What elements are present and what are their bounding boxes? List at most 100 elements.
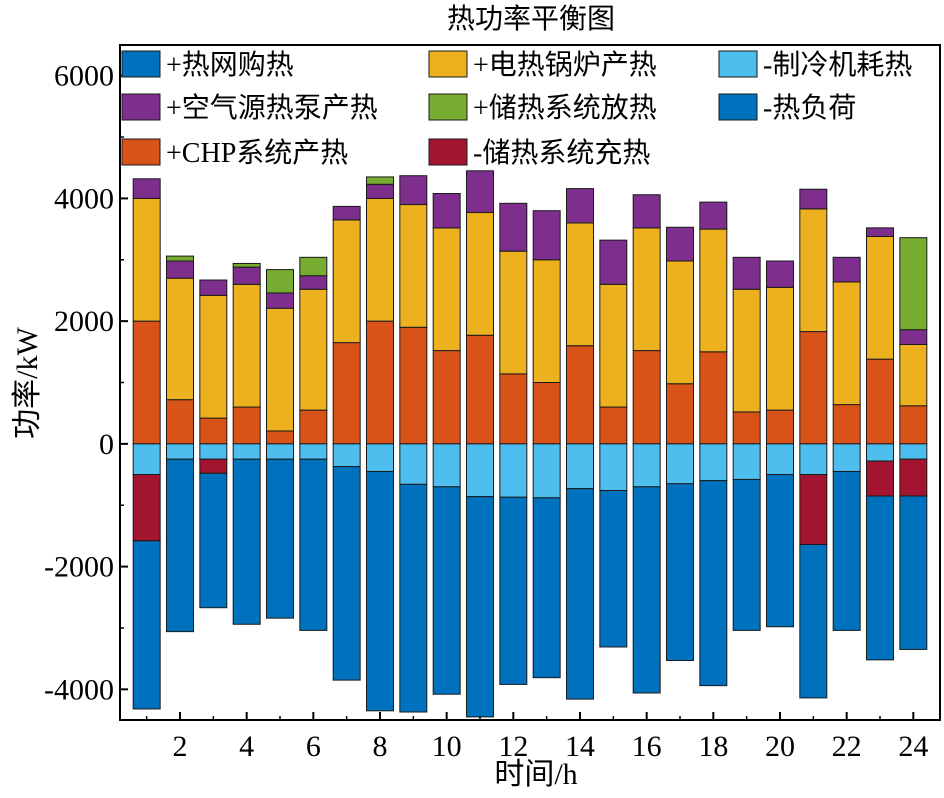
bar-segment-t4-s2 xyxy=(232,283,261,408)
bar-segment-t1-s6 xyxy=(132,474,161,542)
bar-segment-t17-s7 xyxy=(666,483,694,661)
bar-segment-t14-s1 xyxy=(566,345,594,445)
bar-segment-t5-s1 xyxy=(266,430,294,445)
bar-segment-t6-s7 xyxy=(299,458,328,631)
legend-swatch xyxy=(428,50,468,78)
x-tick-label: 16 xyxy=(632,730,662,763)
chart-title: 热功率平衡图 xyxy=(447,3,615,35)
bar-segment-t18-s5 xyxy=(699,443,728,482)
bar-segment-t6-s2 xyxy=(299,288,328,411)
x-tick-label: 6 xyxy=(306,730,321,763)
bar-segment-t22-s7 xyxy=(832,470,861,631)
legend-label: +CHP系统产热 xyxy=(166,137,348,169)
legend-swatch xyxy=(121,93,161,121)
legend-swatch xyxy=(428,138,468,166)
bar-segment-t14-s7 xyxy=(566,488,594,700)
x-tick-label: 22 xyxy=(832,730,862,763)
legend-label: +电热锅炉产热 xyxy=(473,49,657,81)
bar-segment-t4-s5 xyxy=(232,443,261,460)
x-tick-label: 4 xyxy=(239,730,254,763)
bar-segment-t20-s5 xyxy=(766,443,794,476)
bar-segment-t6-s1 xyxy=(299,409,328,445)
bar-segment-t16-s1 xyxy=(632,350,661,445)
bar-segment-t12-s2 xyxy=(499,250,528,375)
bar-segment-t5-s5 xyxy=(266,443,294,460)
bar-segment-t14-s5 xyxy=(566,443,594,490)
bar-segment-t17-s2 xyxy=(666,260,694,385)
legend-swatch xyxy=(428,93,468,121)
bar-segment-t5-s3 xyxy=(266,292,294,309)
bar-segment-t11-s7 xyxy=(466,496,494,718)
bar-segment-t10-s5 xyxy=(432,443,461,488)
bar-segment-t9-s3 xyxy=(399,175,428,206)
bar-segment-t19-s1 xyxy=(732,411,761,445)
bar-segment-t17-s5 xyxy=(666,443,694,485)
bar-segment-t13-s2 xyxy=(532,259,561,383)
bar-segment-t1-s1 xyxy=(132,320,161,445)
bar-segment-t22-s3 xyxy=(832,256,861,283)
bar-segment-t4-s4 xyxy=(232,262,261,268)
bar-segment-t14-s3 xyxy=(566,188,594,224)
legend-label: -储热系统充热 xyxy=(473,137,650,169)
bar-segment-t13-s5 xyxy=(532,443,561,499)
legend-swatch xyxy=(121,50,161,78)
bar-segment-t23-s1 xyxy=(866,358,894,445)
bar-segment-t7-s2 xyxy=(332,219,361,344)
bar-segment-t2-s2 xyxy=(166,277,194,401)
bar-segment-t24-s4 xyxy=(899,237,928,331)
bar-segment-t5-s4 xyxy=(266,269,294,294)
bar-segment-t21-s1 xyxy=(799,331,828,445)
bar-segment-t2-s7 xyxy=(166,458,194,633)
bar-segment-t16-s3 xyxy=(632,194,661,229)
bar-segment-t24-s6 xyxy=(899,458,928,497)
bar-segment-t3-s3 xyxy=(199,279,228,296)
bar-segment-t18-s3 xyxy=(699,201,728,230)
bar-segment-t14-s2 xyxy=(566,222,594,347)
bar-segment-t4-s3 xyxy=(232,266,261,285)
bar-segment-t10-s2 xyxy=(432,227,461,352)
bar-segment-t7-s1 xyxy=(332,342,361,445)
bar-segment-t9-s7 xyxy=(399,483,428,713)
bar-segment-t2-s5 xyxy=(166,443,194,460)
bar-segment-t20-s1 xyxy=(766,409,794,445)
bar-segment-t24-s3 xyxy=(899,329,928,345)
bar-segment-t22-s1 xyxy=(832,404,861,445)
bar-segment-t22-s5 xyxy=(832,443,861,472)
bar-segment-t23-s7 xyxy=(866,495,894,661)
bar-segment-t18-s1 xyxy=(699,351,728,445)
legend-label: -热负荷 xyxy=(763,92,856,124)
bar-segment-t8-s1 xyxy=(366,320,394,445)
x-axis-title: 时间/h xyxy=(494,758,577,791)
bar-segment-t18-s7 xyxy=(699,480,728,687)
bar-segment-t20-s3 xyxy=(766,260,794,288)
bar-segment-t10-s1 xyxy=(432,350,461,445)
y-tick-label: 4000 xyxy=(54,182,114,215)
bar-segment-t3-s6 xyxy=(199,458,228,474)
bar-segment-t3-s7 xyxy=(199,472,228,609)
bar-segment-t15-s5 xyxy=(599,443,628,491)
y-tick-label: -4000 xyxy=(44,673,114,706)
x-tick-label: 24 xyxy=(898,730,928,763)
x-tick-label: 12 xyxy=(498,730,528,763)
bar-segment-t19-s5 xyxy=(732,443,761,480)
x-tick-label: 14 xyxy=(565,730,595,763)
y-tick-label: -2000 xyxy=(44,551,114,584)
bar-segment-t21-s3 xyxy=(799,188,828,210)
y-axis-title: 功率/kW xyxy=(11,326,44,438)
bars-layer xyxy=(132,170,928,718)
bar-segment-t8-s4 xyxy=(366,176,394,185)
bar-segment-t12-s7 xyxy=(499,496,528,685)
bar-segment-t13-s1 xyxy=(532,382,561,445)
bar-segment-t13-s3 xyxy=(532,210,561,261)
bar-segment-t21-s2 xyxy=(799,208,828,333)
bar-segment-t17-s1 xyxy=(666,383,694,445)
bar-segment-t11-s5 xyxy=(466,443,494,498)
bar-segment-t23-s6 xyxy=(866,460,894,497)
bar-segment-t19-s2 xyxy=(732,288,761,413)
bar-segment-t5-s2 xyxy=(266,307,294,432)
bar-segment-t3-s2 xyxy=(199,294,228,419)
bar-segment-t8-s2 xyxy=(366,197,394,322)
bar-segment-t24-s5 xyxy=(899,443,928,460)
bar-segment-t21-s5 xyxy=(799,443,828,476)
bar-segment-t23-s2 xyxy=(866,235,894,360)
